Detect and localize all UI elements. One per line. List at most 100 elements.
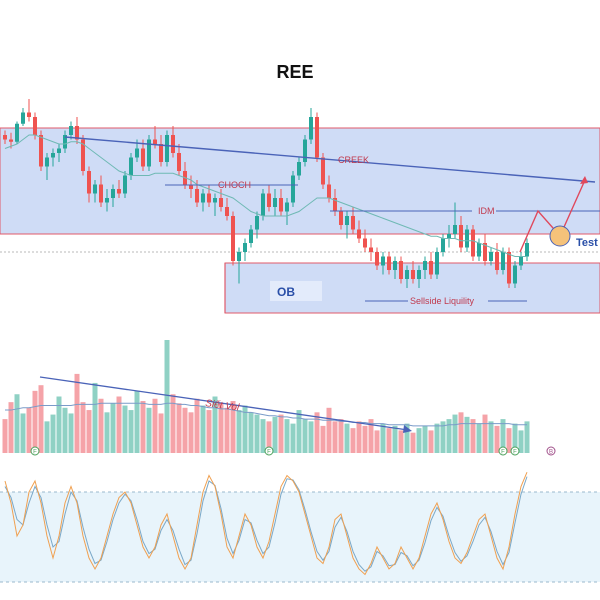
volume-marker-label: F (501, 450, 505, 456)
candle (381, 252, 385, 275)
candle-body (405, 270, 409, 279)
candle (285, 198, 289, 225)
volume-bar (470, 419, 476, 453)
candle (225, 198, 229, 221)
candle-body (459, 225, 463, 248)
volume-bar (20, 413, 26, 453)
candle-body (519, 256, 523, 266)
volume-bar (278, 414, 284, 453)
volume-bar (146, 407, 152, 453)
volume-bar (80, 402, 86, 453)
candle-body (501, 252, 505, 270)
volume-bar (38, 385, 44, 453)
candle (93, 180, 97, 203)
candle (267, 184, 271, 212)
volume-bar (224, 407, 230, 453)
volume-bar (290, 423, 296, 453)
candle-body (381, 256, 385, 266)
candle (141, 139, 145, 171)
stoch-band (0, 492, 600, 582)
candle (159, 135, 163, 167)
candle-body (117, 189, 121, 194)
candle-body (177, 153, 181, 171)
volume-bars-layer (2, 340, 530, 453)
volume-bar (62, 407, 68, 453)
candle (147, 135, 151, 171)
volume-bar (266, 421, 272, 453)
volume-bar (200, 405, 206, 453)
volume-bar (476, 423, 482, 453)
volume-bar (116, 396, 122, 453)
candle (345, 211, 349, 239)
volume-bar (464, 416, 470, 453)
candle-body (309, 117, 313, 140)
candle-body (399, 261, 403, 279)
candle (63, 130, 67, 153)
candle-body (465, 229, 469, 248)
candle (237, 247, 241, 284)
candle-body (285, 202, 289, 212)
candle (525, 238, 529, 261)
candle (27, 99, 31, 122)
candle-body (105, 198, 109, 203)
volume-bar (86, 410, 92, 453)
volume-bar (398, 430, 404, 453)
ob-label-bg (270, 281, 322, 301)
candle (243, 238, 247, 261)
volume-bar (500, 419, 506, 453)
candle (411, 261, 415, 284)
volume-bar (8, 402, 14, 453)
candle (429, 252, 433, 279)
candle-body (327, 184, 331, 198)
candle-body (513, 265, 517, 284)
siet-vol-arrow (39, 376, 409, 431)
candle-body (345, 216, 349, 225)
candle (297, 157, 301, 180)
volume-bar (14, 394, 20, 453)
volume-bar (308, 421, 314, 453)
candle (441, 234, 445, 257)
volume-bar (110, 403, 116, 453)
volume-marker-label: F (267, 450, 271, 456)
volume-bar (320, 425, 326, 453)
volume-bar (92, 382, 98, 453)
volume-bar (188, 412, 194, 453)
volume-bar (272, 416, 278, 453)
candle-body (447, 234, 451, 239)
volume-bar (416, 428, 422, 453)
candle (459, 216, 463, 252)
candle (57, 144, 61, 162)
candle (99, 175, 103, 207)
candle (495, 243, 499, 275)
candle (369, 238, 373, 261)
candle (471, 225, 475, 261)
volume-bar (314, 412, 320, 453)
candle-body (417, 270, 421, 279)
volume-bar (494, 425, 500, 453)
candle (51, 148, 55, 167)
candle-body (75, 126, 79, 140)
candle-body (207, 193, 211, 203)
candle-body (333, 198, 337, 212)
candle-body (57, 148, 61, 153)
candle-body (9, 139, 13, 142)
volume-bar (158, 413, 164, 453)
candle-body (435, 252, 439, 275)
candle (279, 189, 283, 216)
volume-marker-circle (30, 446, 40, 456)
volume-bar (236, 410, 242, 453)
candle-body (441, 238, 445, 252)
volume-marker: B (546, 446, 556, 456)
candle-body (423, 261, 427, 270)
volume-bar (434, 423, 440, 453)
candle (117, 180, 121, 198)
candle (201, 189, 205, 212)
candle-body (273, 198, 277, 207)
candle (291, 171, 295, 207)
volume-bar (410, 432, 416, 453)
candle-body (27, 112, 31, 117)
candle (213, 193, 217, 216)
candle-body (369, 247, 373, 252)
volume-bar (2, 419, 8, 453)
creek-trendline (64, 136, 596, 183)
